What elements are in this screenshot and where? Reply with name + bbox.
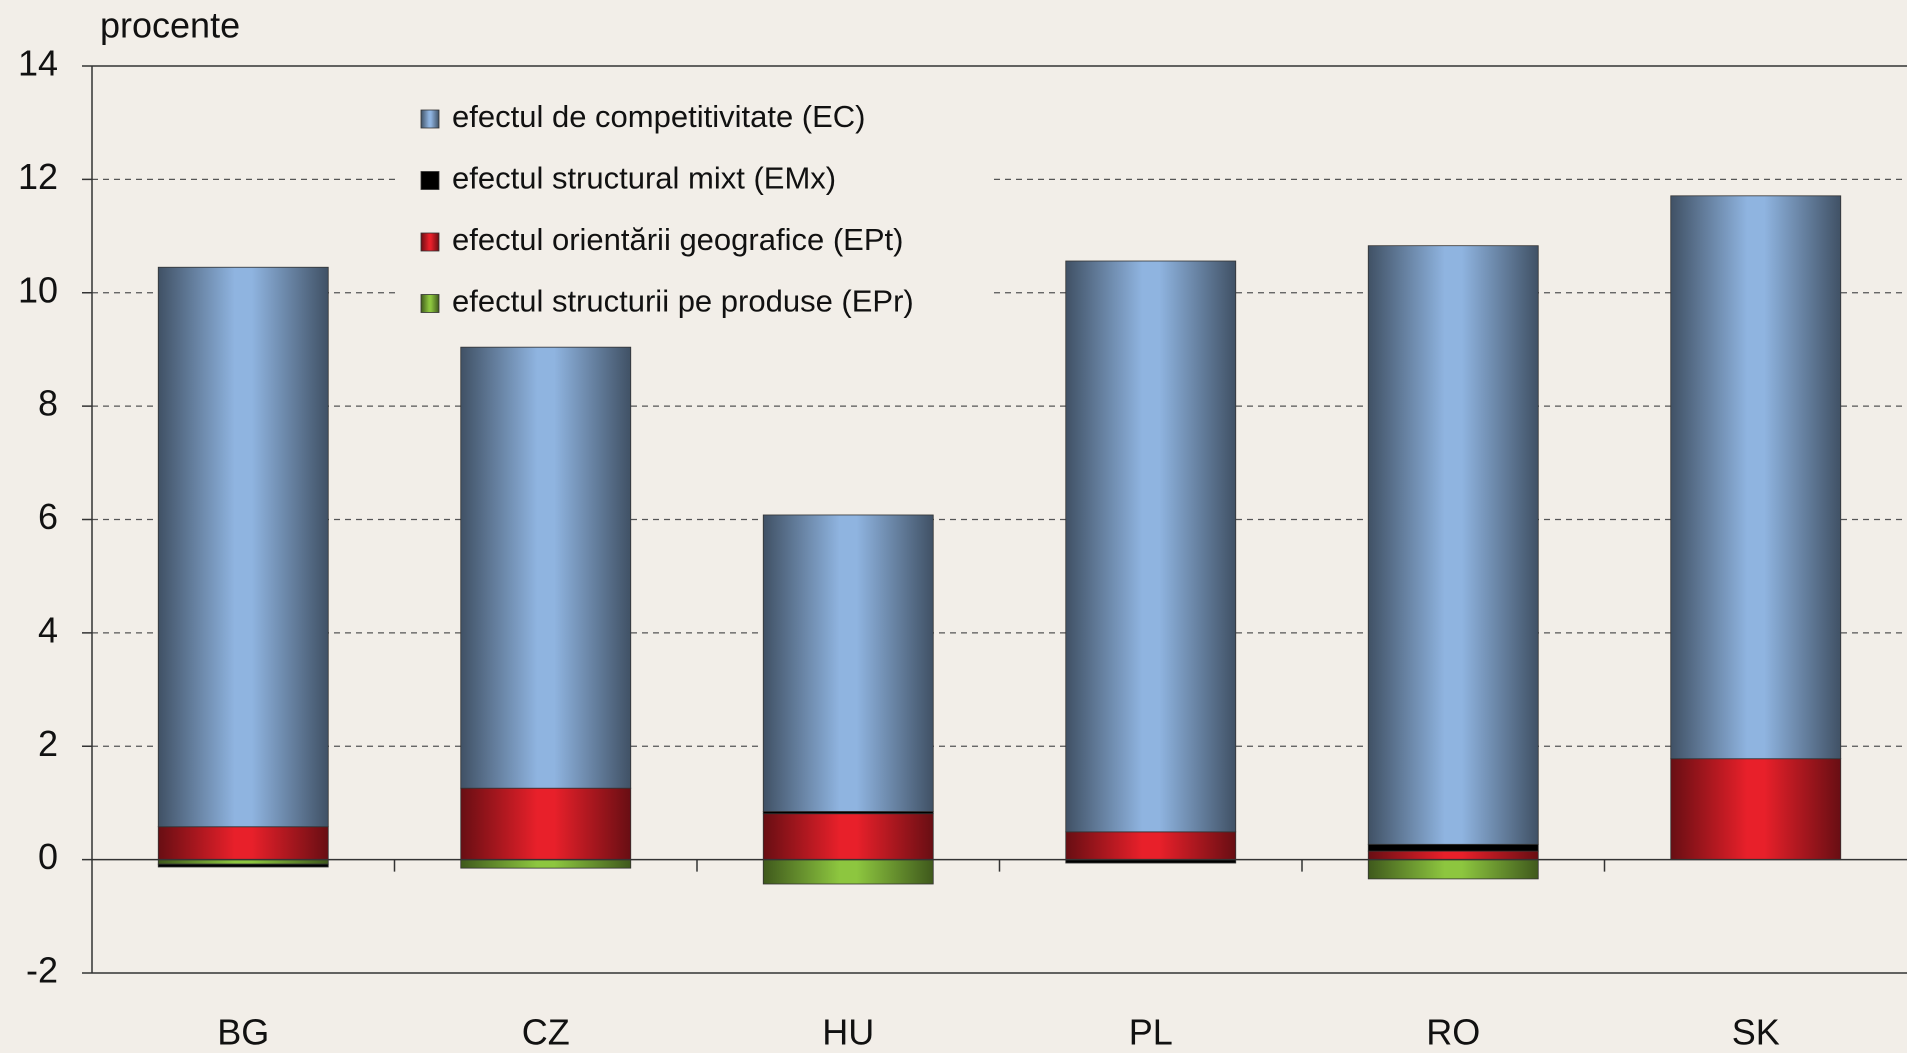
x-tick-label: SK xyxy=(1732,1012,1780,1053)
bar-segment xyxy=(1367,245,1539,845)
bar-segment xyxy=(1367,843,1539,852)
bar-segment xyxy=(157,266,329,828)
bar-segment xyxy=(1065,831,1237,861)
bar-segment xyxy=(157,863,329,868)
legend-swatch xyxy=(420,232,440,252)
y-tick-label: 14 xyxy=(18,43,58,84)
y-tick-label: 10 xyxy=(18,269,58,310)
bar-segment xyxy=(1367,850,1539,861)
bar-segment xyxy=(460,346,632,789)
bar-segment xyxy=(1670,758,1842,861)
legend-label: efectul de competitivitate (EC) xyxy=(452,99,866,134)
y-axis-label: procente xyxy=(100,5,240,46)
x-tick-label: PL xyxy=(1129,1012,1173,1053)
x-tick-label: RO xyxy=(1426,1012,1480,1053)
x-tick-label: BG xyxy=(217,1012,269,1053)
y-tick-label: 0 xyxy=(38,836,58,877)
y-tick-label: -2 xyxy=(26,950,58,991)
legend-box xyxy=(400,91,990,334)
legend-label: efectul orientării geografice (EPt) xyxy=(452,222,903,257)
bar-segment xyxy=(1065,260,1237,833)
bar-segment xyxy=(460,787,632,861)
bar-segment xyxy=(1670,195,1842,760)
bar-segment xyxy=(762,514,934,812)
legend-label: efectul structural mixt (EMx) xyxy=(452,161,836,196)
y-tick-label: 12 xyxy=(18,156,58,197)
legend-swatch xyxy=(420,171,440,190)
y-tick-label: 4 xyxy=(38,609,58,650)
y-tick-label: 6 xyxy=(38,496,58,537)
bar-segment xyxy=(762,859,934,885)
x-tick-label: CZ xyxy=(522,1012,570,1053)
legend-label: efectul structurii pe produse (EPr) xyxy=(452,284,914,319)
bar-segment xyxy=(762,813,934,861)
bar-segment xyxy=(157,826,329,861)
bar-segment xyxy=(460,859,632,869)
legend-swatch xyxy=(420,294,440,313)
y-tick-label: 8 xyxy=(38,383,58,424)
bar-segment xyxy=(1367,859,1539,880)
x-tick-label: HU xyxy=(822,1012,874,1053)
y-tick-label: 2 xyxy=(38,723,58,764)
legend-swatch xyxy=(420,109,440,129)
